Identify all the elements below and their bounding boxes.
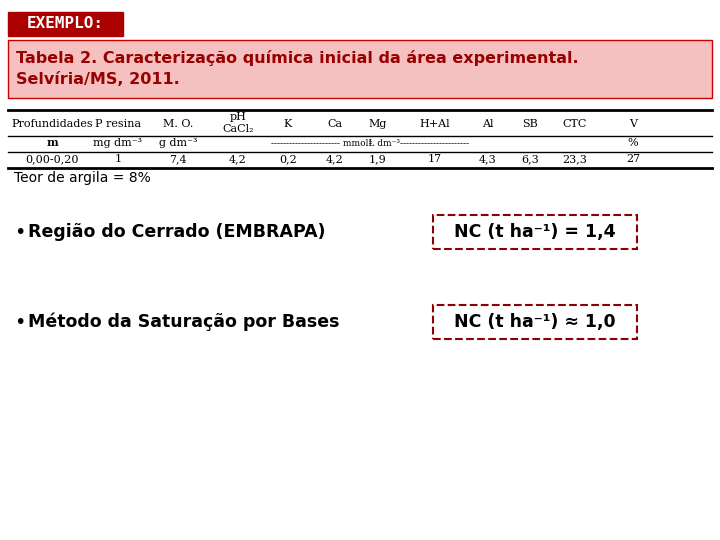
Text: 23,3: 23,3 (562, 154, 588, 164)
Text: V: V (629, 119, 637, 129)
Text: Método da Saturação por Bases: Método da Saturação por Bases (28, 313, 340, 331)
FancyBboxPatch shape (433, 305, 637, 339)
Text: M. O.: M. O. (163, 119, 193, 129)
Text: CaCl₂: CaCl₂ (222, 124, 253, 134)
Text: CTC: CTC (563, 119, 588, 129)
Text: mg dm⁻³: mg dm⁻³ (94, 138, 143, 148)
Text: 4,2: 4,2 (326, 154, 344, 164)
Text: NC (t ha⁻¹) = 1,4: NC (t ha⁻¹) = 1,4 (454, 223, 616, 241)
Text: Al: Al (482, 119, 494, 129)
Text: •: • (14, 222, 25, 241)
Text: •: • (14, 313, 25, 332)
Text: m: m (46, 138, 58, 148)
Text: 7,4: 7,4 (169, 154, 186, 164)
Text: 0,00-0,20: 0,00-0,20 (25, 154, 78, 164)
FancyBboxPatch shape (8, 40, 712, 98)
Text: 17: 17 (428, 154, 442, 164)
Text: 0,2: 0,2 (279, 154, 297, 164)
Text: P resina: P resina (95, 119, 141, 129)
Text: pH: pH (230, 112, 246, 122)
Text: EXEMPLO:: EXEMPLO: (27, 17, 104, 31)
FancyBboxPatch shape (8, 12, 123, 36)
Text: Mg: Mg (369, 119, 387, 129)
Text: NC (t ha⁻¹) ≈ 1,0: NC (t ha⁻¹) ≈ 1,0 (454, 313, 616, 331)
Text: Região do Cerrado (EMBRAPA): Região do Cerrado (EMBRAPA) (28, 223, 325, 241)
Text: SB: SB (522, 119, 538, 129)
Text: Ca: Ca (328, 119, 343, 129)
Text: ----------------------- mmolⱠ dm⁻³-----------------------: ----------------------- mmolⱠ dm⁻³------… (271, 138, 469, 147)
FancyBboxPatch shape (433, 215, 637, 249)
Text: K: K (284, 119, 292, 129)
Text: 27: 27 (626, 154, 640, 164)
Text: Tabela 2. Caracterização química inicial da área experimental.: Tabela 2. Caracterização química inicial… (16, 50, 579, 66)
Text: 4,3: 4,3 (479, 154, 497, 164)
Text: 6,3: 6,3 (521, 154, 539, 164)
Text: %: % (628, 138, 639, 148)
Text: Profundidades: Profundidades (12, 119, 93, 129)
Text: 1: 1 (114, 154, 122, 164)
Text: H+Al: H+Al (420, 119, 450, 129)
Text: Selvíria/MS, 2011.: Selvíria/MS, 2011. (16, 72, 180, 87)
Text: g dm⁻³: g dm⁻³ (158, 138, 197, 148)
Text: Teor de argila = 8%: Teor de argila = 8% (14, 171, 150, 185)
Text: 4,2: 4,2 (229, 154, 247, 164)
Text: 1,9: 1,9 (369, 154, 387, 164)
